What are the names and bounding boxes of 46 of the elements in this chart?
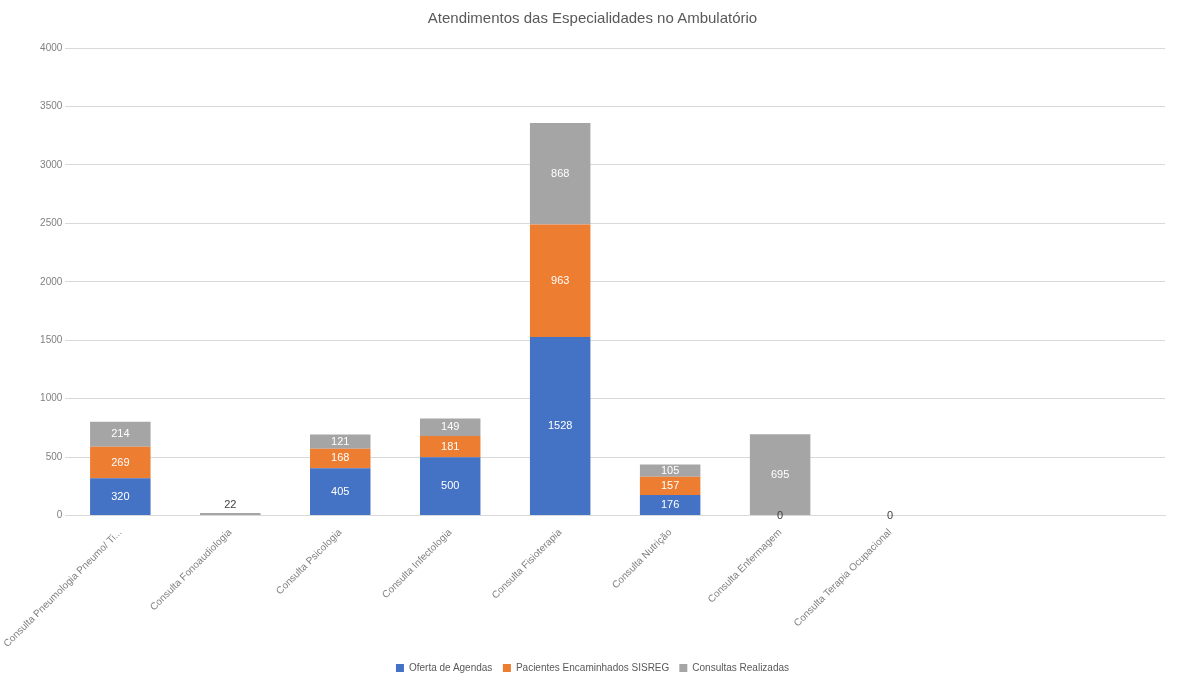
y-tick-label: 500 [45,450,63,462]
data-label: 121 [331,434,350,447]
bar [90,446,151,479]
data-label: 105 [660,463,680,476]
bar [200,513,261,516]
y-tick-label: 2000 [40,275,63,287]
bar [639,495,701,516]
data-label: 149 [441,420,460,433]
bar [529,224,591,337]
data-label: 320 [111,489,130,502]
data-label: 500 [441,479,460,492]
data-label: 1528 [547,419,573,432]
bar [310,468,371,516]
bar [529,122,591,225]
bar [639,476,701,496]
y-tick-label: 0 [56,509,63,521]
bar [90,421,151,447]
data-label: 405 [331,484,350,497]
bar [639,464,701,477]
legend-label: Oferta de Agendas [408,661,493,673]
y-tick-label: 3000 [40,158,63,170]
y-tick-label: 3500 [40,100,63,112]
data-label: 963 [551,273,570,286]
bar [90,478,151,516]
data-label: 214 [111,427,130,440]
y-tick-label: 4000 [40,41,63,53]
y-tick-label: 1500 [40,334,63,346]
data-label: 157 [660,478,680,491]
bar [529,336,591,516]
bar [419,457,481,516]
data-label: 695 [770,467,790,480]
annotation: 0 [777,508,784,521]
data-label: 168 [331,451,350,464]
data-label: 868 [551,166,570,179]
data-label: 0 [887,508,894,521]
legend-label: Pacientes Encaminhados SISREG [515,661,670,673]
y-tick-label: 2500 [40,217,63,229]
bar [310,434,371,449]
data-label: 181 [441,439,460,452]
legend-label: Consultas Realizadas [692,661,790,673]
data-label: 176 [660,498,680,511]
chart-title: Atendimentos das Especialidades no Ambulatório [427,9,758,27]
bar [419,436,481,458]
y-tick-label: 1000 [40,392,63,404]
data-label: 22 [224,498,237,511]
data-label: 269 [111,455,130,468]
